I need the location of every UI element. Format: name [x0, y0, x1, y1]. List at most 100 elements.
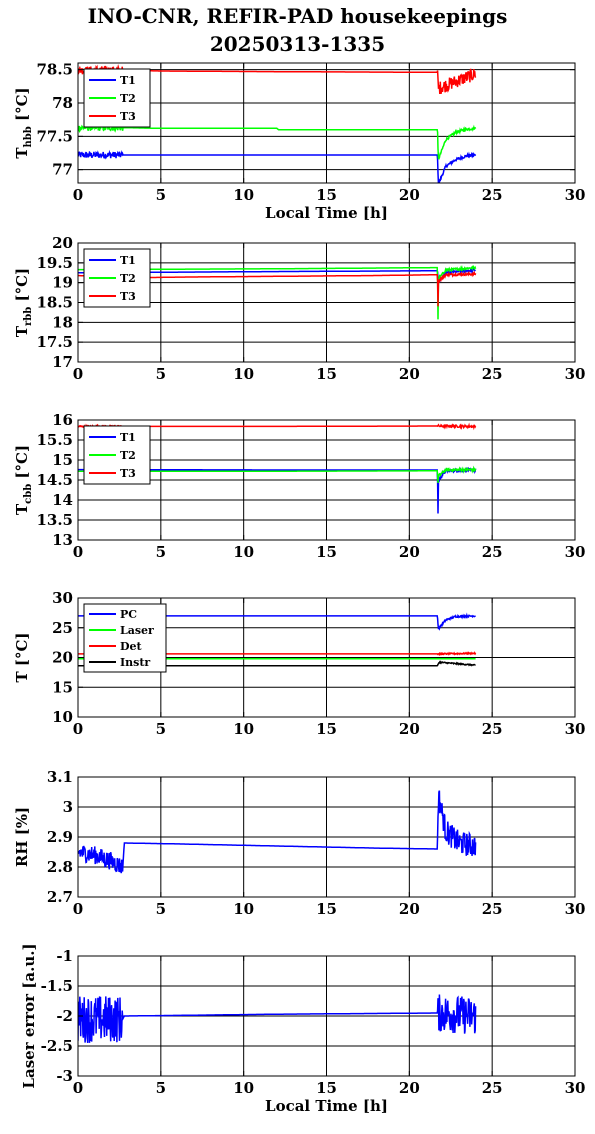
- x-tick-label: 25: [482, 1079, 503, 1097]
- x-tick-label: 25: [482, 900, 503, 918]
- y-tick-label: -3: [56, 1067, 73, 1085]
- legend-entry: T1: [120, 431, 136, 444]
- y-tick-label: 17: [52, 353, 73, 371]
- y-tick-label: 18: [52, 313, 73, 331]
- y-tick-label: 15: [52, 451, 73, 469]
- y-tick-label: -1: [56, 947, 73, 965]
- x-tick-label: 5: [156, 186, 166, 204]
- y-axis-label: T [°C]: [13, 632, 31, 682]
- x-axis-label: Local Time [h]: [265, 204, 388, 222]
- chart-panel-5: 0 5 10 15 20 25 30 2.7 2.8 2.9 3 3.1 RH [%]: [13, 768, 585, 918]
- legend-entry: Det: [120, 640, 143, 653]
- y-axis-label: Tcbb [°C]: [13, 445, 34, 515]
- chart-panel-4: 0 5 10 15 20 25 30 10 15 20 25 30 T [°C] PC Laser Det In…: [13, 589, 585, 738]
- y-tick-label: 10: [52, 708, 73, 726]
- x-tick-label: 5: [156, 543, 166, 561]
- legend: PC Laser Det Instr: [83, 603, 167, 673]
- series-line-data: [78, 790, 477, 874]
- legend-entry: T1: [120, 254, 136, 267]
- y-tick-label: 20: [52, 234, 73, 252]
- x-tick-label: 20: [399, 365, 420, 383]
- y-tick-label: -2: [56, 1007, 73, 1025]
- y-tick-label: 15: [52, 678, 73, 696]
- x-tick-label: 30: [565, 900, 586, 918]
- x-tick-label: 5: [156, 1079, 166, 1097]
- series-line-t1: [78, 149, 477, 183]
- x-tick-label: 25: [482, 365, 503, 383]
- legend: T1 T2 T3: [83, 425, 151, 485]
- x-tick-label: 5: [156, 900, 166, 918]
- x-tick-label: 10: [233, 1079, 254, 1097]
- y-axis-label: Thbb [°C]: [13, 87, 34, 158]
- y-axis-label: Trbb [°C]: [13, 268, 34, 337]
- x-tick-label: 30: [565, 365, 586, 383]
- chart-panel-3: 0 5 10 15 20 25 30 13 13.5 14 14.5 15 15.5 16 Tcbb [°C…: [13, 411, 585, 561]
- x-tick-label: 15: [316, 543, 337, 561]
- y-tick-label: 15.5: [36, 431, 73, 449]
- y-tick-label: 13.5: [36, 511, 73, 529]
- y-tick-label: 14: [52, 491, 73, 509]
- legend-entry: T2: [120, 92, 136, 105]
- y-axis-label: RH [%]: [13, 807, 31, 867]
- x-axis-label: Local Time [h]: [265, 1097, 388, 1115]
- x-tick-label: 20: [399, 900, 420, 918]
- figure-title: INO-CNR, REFIR-PAD housekeepings: [87, 4, 508, 28]
- y-tick-label: 3: [63, 798, 73, 816]
- legend-entry: PC: [120, 608, 137, 621]
- chart-panel-6: 0 5 10 15 20 25 30 -3 -2.5 -2 -1.5 -1 Laser error [a…: [20, 943, 585, 1115]
- x-tick-label: 0: [73, 900, 83, 918]
- y-tick-label: 2.8: [47, 858, 73, 876]
- x-tick-label: 5: [156, 720, 166, 738]
- x-tick-label: 0: [73, 186, 83, 204]
- y-tick-label: 2.7: [47, 888, 73, 906]
- y-tick-label: -1.5: [41, 977, 73, 995]
- series-line-data: [78, 994, 477, 1043]
- x-tick-label: 15: [316, 186, 337, 204]
- x-tick-label: 5: [156, 365, 166, 383]
- x-tick-label: 10: [233, 720, 254, 738]
- x-tick-label: 15: [316, 365, 337, 383]
- legend-entry: T3: [120, 290, 136, 303]
- y-tick-label: 14.5: [36, 471, 73, 489]
- x-tick-label: 10: [233, 900, 254, 918]
- x-tick-label: 15: [316, 1079, 337, 1097]
- x-tick-label: 20: [399, 543, 420, 561]
- y-tick-label: 30: [52, 589, 73, 607]
- x-tick-label: 0: [73, 720, 83, 738]
- legend-entry: T3: [120, 467, 136, 480]
- x-tick-label: 15: [316, 720, 337, 738]
- x-tick-label: 0: [73, 365, 83, 383]
- legend-entry: T1: [120, 74, 136, 87]
- y-tick-label: 18.5: [36, 294, 73, 312]
- x-tick-label: 10: [233, 365, 254, 383]
- y-tick-label: 20: [52, 649, 73, 667]
- x-tick-label: 30: [565, 543, 586, 561]
- x-tick-label: 25: [482, 186, 503, 204]
- x-tick-label: 10: [233, 543, 254, 561]
- x-tick-label: 30: [565, 186, 586, 204]
- figure-subtitle: 20250313-1335: [209, 32, 386, 56]
- y-tick-label: 2.9: [47, 828, 73, 846]
- legend: T1 T2 T3: [83, 248, 151, 308]
- x-tick-label: 0: [73, 543, 83, 561]
- legend-entry: T3: [120, 110, 136, 123]
- y-tick-label: 77: [52, 161, 73, 179]
- x-tick-label: 10: [233, 186, 254, 204]
- y-tick-label: 25: [52, 619, 73, 637]
- x-tick-label: 30: [565, 720, 586, 738]
- y-tick-label: -2.5: [41, 1037, 73, 1055]
- x-tick-label: 15: [316, 900, 337, 918]
- y-tick-label: 19: [52, 274, 73, 292]
- legend-entry: Instr: [120, 656, 150, 669]
- y-tick-label: 78.5: [36, 61, 73, 79]
- x-tick-label: 25: [482, 720, 503, 738]
- y-tick-label: 17.5: [36, 333, 73, 351]
- y-tick-label: 13: [52, 531, 73, 549]
- y-tick-label: 78: [52, 94, 73, 112]
- y-tick-label: 16: [52, 411, 73, 429]
- x-tick-label: 20: [399, 720, 420, 738]
- x-tick-label: 20: [399, 1079, 420, 1097]
